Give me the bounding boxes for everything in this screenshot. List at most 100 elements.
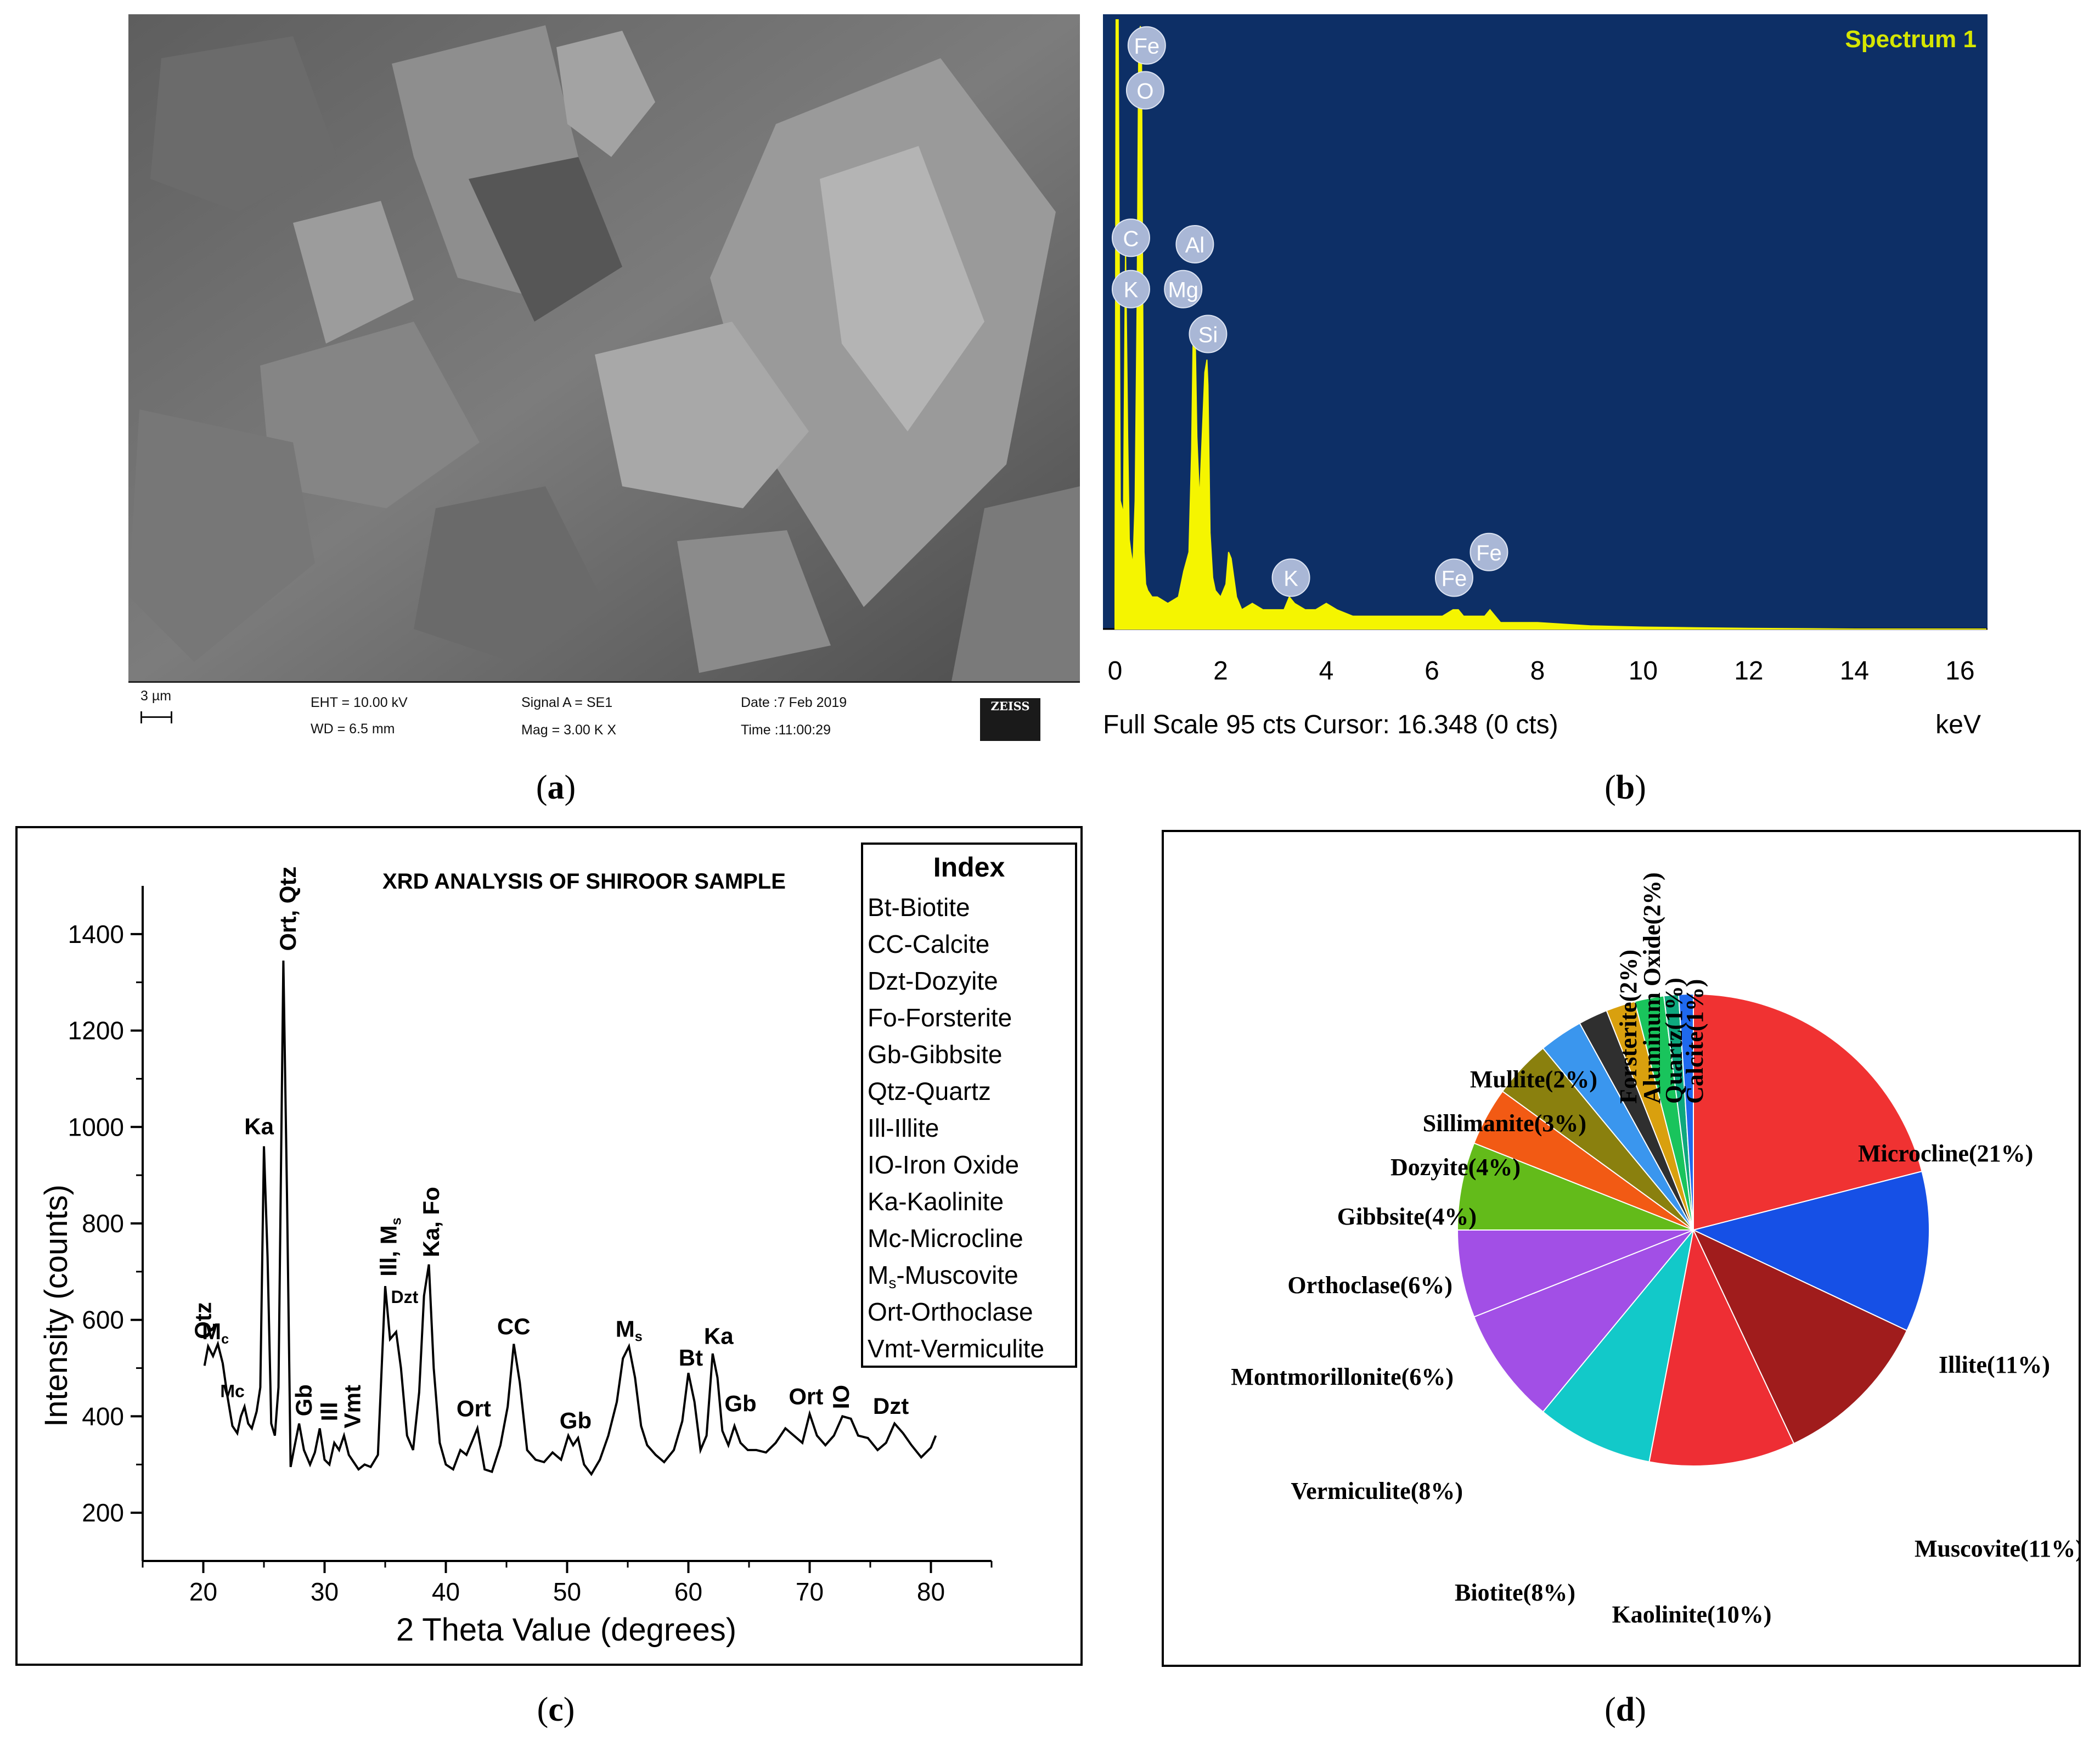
pie-slice-label: Vermiculite(8%) <box>1291 1478 1463 1504</box>
xrd-legend-entry: Vmt-Vermiculite <box>868 1334 1044 1363</box>
xrd-peak-label: IO <box>828 1385 854 1409</box>
xrd-y-tick-label: 1000 <box>68 1113 124 1141</box>
pie-slice-label: Gibbsite(4%) <box>1337 1203 1477 1230</box>
sem-eht: EHT = 10.00 kV <box>311 695 408 710</box>
xrd-legend-entry: Mc-Microcline <box>868 1224 1023 1253</box>
xrd-peak-label: Ill, Ms <box>376 1217 404 1276</box>
xrd-peak-label: Dzt <box>873 1393 909 1419</box>
eds-x-axis-label: keV <box>1935 710 1981 739</box>
pie-slice <box>1692 1170 1930 1332</box>
pie-slice-label: Biotite(8%) <box>1455 1579 1575 1606</box>
xrd-legend-entry: Ort-Orthoclase <box>868 1298 1033 1326</box>
xrd-legend-entry: Ill-Illite <box>868 1114 939 1142</box>
caption-b: (b) <box>1604 769 1646 806</box>
xrd-peak-label: Mc <box>220 1381 244 1401</box>
caption-c: (c) <box>537 1691 575 1728</box>
mineral-pie-chart: Microcline(21%) Illite(11%) Muscovite(11%)… <box>1231 872 2084 1628</box>
xrd-series-line <box>203 961 937 1476</box>
xrd-legend-entry: Ms-Muscovite <box>868 1261 1018 1291</box>
xrd-peak-label: Ort <box>789 1383 823 1409</box>
pie-slice-label: Kaolinite(10%) <box>1612 1601 1772 1628</box>
pie-slice-label: Calcite(1%) <box>1681 979 1708 1104</box>
pie-slice-label: Dozyite(4%) <box>1390 1154 1521 1181</box>
xrd-x-tick-label: 50 <box>553 1577 581 1606</box>
xrd-peak-label: Ill <box>316 1402 342 1421</box>
pie-slice <box>1542 1229 1694 1463</box>
pie-slice <box>1693 993 1923 1231</box>
pie-slice-label: Microcline(21%) <box>1858 1140 2033 1167</box>
eds-x-tick-label: 6 <box>1425 656 1439 686</box>
pie-slice-label: Mullite(2%) <box>1470 1066 1597 1093</box>
sem-texture <box>128 14 1080 681</box>
xrd-y-tick-label: 400 <box>82 1402 124 1430</box>
xrd-x-tick-label: 80 <box>917 1577 945 1606</box>
eds-x-tick-label: 0 <box>1108 656 1123 686</box>
xrd-peak-label: Ort, Qtz <box>275 867 301 951</box>
svg-text:C: C <box>1123 227 1139 251</box>
sem-wd: WD = 6.5 mm <box>311 721 395 737</box>
eds-plot-background <box>1103 14 1988 629</box>
xrd-peak-label: Gb <box>724 1391 756 1417</box>
mineral-pie-panel: Microcline(21%) Illite(11%) Muscovite(11%)… <box>1162 830 2084 1667</box>
svg-text:Fe: Fe <box>1134 35 1159 59</box>
xrd-x-axis-label: 2 Theta Value (degrees) <box>396 1612 736 1648</box>
eds-peak-label: Si <box>1189 314 1228 353</box>
pie-slice-label: Montmorillonite(6%) <box>1231 1363 1454 1390</box>
eds-x-tick-label: 2 <box>1213 656 1228 686</box>
xrd-legend-entry: CC-Calcite <box>868 930 989 958</box>
xrd-peak-label: Vmt <box>339 1385 365 1428</box>
eds-peak-label: K <box>1111 269 1150 308</box>
xrd-peak-label: Gb <box>560 1407 592 1433</box>
caption-d: (d) <box>1604 1691 1646 1728</box>
eds-peak-label: O <box>1125 71 1164 110</box>
pie-slice-label: Quartz(1%) <box>1660 978 1687 1104</box>
pie-slice <box>1456 1142 1694 1231</box>
pie-slice <box>1456 1229 1694 1318</box>
sem-signal: Signal A = SE1 <box>521 695 613 710</box>
eds-peak-label: Mg <box>1164 269 1203 308</box>
eds-x-tick-label: 8 <box>1530 656 1545 686</box>
xrd-x-tick-label: 60 <box>674 1577 702 1606</box>
pie-slice <box>1677 993 1694 1231</box>
xrd-peak-label: Ka <box>244 1113 274 1139</box>
xrd-legend-entry: Gb-Gibbsite <box>868 1040 1002 1069</box>
zeiss-logo: ZEISS <box>980 698 1040 741</box>
svg-text:O: O <box>1136 80 1153 104</box>
eds-x-tick-label: 10 <box>1629 656 1658 686</box>
eds-peak-label: Fe <box>1127 26 1166 65</box>
pie-slice-label: Muscovite(11%) <box>1915 1535 2079 1562</box>
xrd-legend-entry: IO-Iron Oxide <box>868 1150 1019 1179</box>
xrd-legend-entry: Ka-Kaolinite <box>868 1187 1004 1216</box>
xrd-legend-entry: Dzt-Dozyite <box>868 967 998 995</box>
svg-text:K: K <box>1283 567 1298 591</box>
xrd-peak-label: Dzt <box>391 1287 418 1307</box>
xrd-peak-label: Ka <box>704 1323 734 1349</box>
sem-micrograph: 3 µm EHT = 10.00 kV WD = 6.5 mm Signal A… <box>128 14 1080 744</box>
xrd-x-tick-label: 70 <box>796 1577 824 1606</box>
pie-slice <box>1473 1229 1694 1413</box>
xrd-peak-label: Qtz <box>190 1302 216 1339</box>
xrd-x-tick-label: 30 <box>311 1577 339 1606</box>
svg-text:Al: Al <box>1185 233 1205 257</box>
eds-x-tick-label: 16 <box>1945 656 1974 686</box>
eds-peak-label: Al <box>1175 224 1214 263</box>
sem-info-bar: 3 µm EHT = 10.00 kV WD = 6.5 mm Signal A… <box>128 681 1080 744</box>
eds-peak-label: C <box>1111 218 1150 257</box>
eds-peak-label: K <box>1271 558 1310 597</box>
svg-text:Fe: Fe <box>1476 541 1502 565</box>
eds-x-tick-label: 14 <box>1840 656 1869 686</box>
eds-peak-label: Fe <box>1434 558 1473 597</box>
svg-text:Fe: Fe <box>1442 567 1467 591</box>
xrd-y-tick-label: 600 <box>82 1306 124 1334</box>
xrd-legend: Index Bt-Biotite CC-Calcite Dzt-Dozyite Fo-F… <box>861 843 1077 1368</box>
sem-date: Date :7 Feb 2019 <box>741 695 847 710</box>
xrd-y-tick-label: 200 <box>82 1498 124 1527</box>
svg-text:K: K <box>1124 278 1139 302</box>
eds-x-tick-label: 12 <box>1734 656 1763 686</box>
eds-peak-label: Fe <box>1470 532 1508 571</box>
xrd-legend-entry: Qtz-Quartz <box>868 1077 991 1105</box>
xrd-y-tick-label: 1200 <box>68 1016 124 1045</box>
eds-title: Spectrum 1 <box>1845 26 1977 53</box>
xrd-x-tick-label: 40 <box>432 1577 460 1606</box>
eds-spectrum-area <box>1114 19 1986 630</box>
